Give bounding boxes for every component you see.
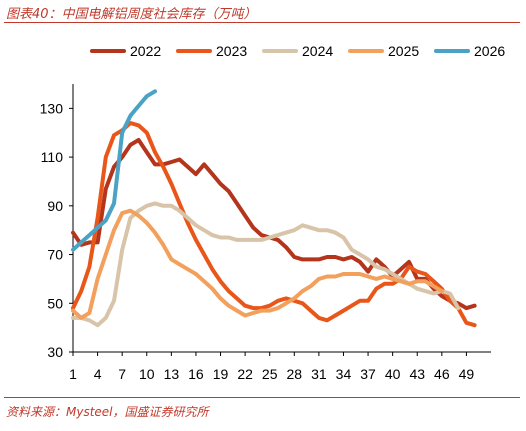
y-tick-label: 30	[47, 344, 63, 360]
y-tick-label: 130	[40, 100, 64, 116]
x-tick-label: 1	[69, 366, 77, 382]
chart-legend: 2022 2023 2024 2025 2026	[90, 43, 505, 59]
x-tick-label: 43	[409, 366, 425, 382]
x-tick-label: 34	[336, 366, 352, 382]
x-tick-label: 13	[164, 366, 180, 382]
x-tick-label: 16	[188, 366, 204, 382]
x-tick-label: 40	[385, 366, 401, 382]
x-tick-label: 10	[139, 366, 155, 382]
series-line-2024	[71, 201, 461, 328]
legend-label-2026: 2026	[474, 43, 505, 59]
series-line-2026	[71, 89, 157, 252]
x-tick-label: 19	[213, 366, 229, 382]
x-tick-label: 22	[237, 366, 253, 382]
figure-source: 资料来源：Mysteel，国盛证券研究所	[6, 405, 209, 419]
chart-axes: 30 50 70 90 110 130 1 4 7 10 13 16 19 22 25 28 31 34 37 40 4…	[40, 84, 491, 382]
y-tick-label: 70	[47, 247, 63, 263]
legend-label-2025: 2025	[388, 43, 419, 59]
legend-label-2024: 2024	[302, 43, 333, 59]
series-line-2023	[71, 121, 477, 328]
x-tick-label: 28	[287, 366, 303, 382]
x-tick-label: 46	[434, 366, 450, 382]
x-tick-label: 37	[360, 366, 376, 382]
x-tick-label: 25	[262, 366, 278, 382]
x-tick-label: 49	[459, 366, 475, 382]
y-tick-label: 110	[41, 149, 64, 165]
x-tick-label: 31	[311, 366, 327, 382]
legend-label-2023: 2023	[216, 43, 247, 59]
y-tick-label: 90	[47, 198, 63, 214]
x-tick-label: 7	[118, 366, 126, 382]
legend-label-2022: 2022	[130, 43, 161, 59]
title-divider	[4, 22, 520, 23]
series-line-2022	[71, 138, 477, 311]
y-tick-label: 50	[47, 295, 63, 311]
source-divider	[4, 397, 520, 398]
chart-lines	[71, 89, 477, 328]
x-tick-label: 4	[94, 366, 102, 382]
figure-title: 图表40：中国电解铝周度社会库存（万吨）	[6, 7, 257, 22]
series-line-2025	[71, 208, 444, 320]
